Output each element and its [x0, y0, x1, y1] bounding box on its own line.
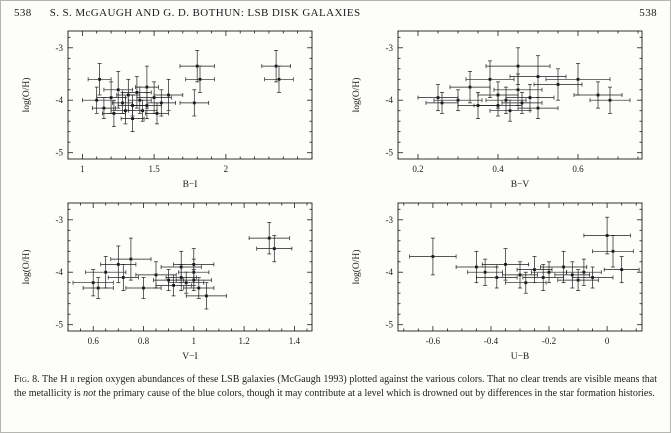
- ub-scatter-plot: -0.6 -0.4 -0.2 0 -5 -4 -3 U−B log(O/H): [351, 202, 642, 362]
- svg-text:-0.4: -0.4: [483, 336, 498, 346]
- svg-text:B−V: B−V: [510, 180, 529, 190]
- bi-scatter-plot: 1 1.5 2 -5 -4 -3 B−I log(O/H): [21, 30, 312, 190]
- running-head-title: S. S. McGAUGH AND G. D. BOTHUN: LSB DISK…: [49, 7, 361, 19]
- svg-text:0.6: 0.6: [572, 164, 584, 174]
- svg-text:-3: -3: [55, 43, 63, 53]
- figure-panel-vi: 0.6 0.8 1 1.2 1.4 -5 -4 -3 V−I log(O/H): [6, 195, 336, 363]
- svg-text:1.4: 1.4: [288, 336, 300, 346]
- running-head: 538 S. S. McGAUGH AND G. D. BOTHUN: LSB …: [0, 0, 671, 19]
- svg-text:log(O/H): log(O/H): [351, 78, 362, 113]
- caption-text-1: The H: [39, 374, 71, 385]
- page-number-left: 538: [14, 7, 32, 19]
- bv-scatter-plot: 0.2 0.4 0.6 -5 -4 -3 B−V log(O/H): [351, 30, 642, 190]
- svg-text:0.2: 0.2: [412, 164, 423, 174]
- svg-text:1: 1: [80, 164, 85, 174]
- svg-text:-4: -4: [385, 267, 393, 277]
- svg-text:-4: -4: [55, 267, 63, 277]
- svg-text:log(O/H): log(O/H): [21, 78, 32, 113]
- svg-text:1.5: 1.5: [148, 164, 160, 174]
- svg-text:log(O/H): log(O/H): [351, 250, 362, 285]
- svg-text:-5: -5: [55, 320, 63, 330]
- svg-text:-0.6: -0.6: [425, 336, 440, 346]
- figure-panel-ub: -0.6 -0.4 -0.2 0 -5 -4 -3 U−B log(O/H): [336, 195, 666, 363]
- caption-text-2: region oxygen abundances of these LSB ga…: [14, 374, 658, 400]
- svg-text:0.6: 0.6: [87, 336, 99, 346]
- svg-text:-5: -5: [385, 148, 393, 158]
- vi-scatter-plot: 0.6 0.8 1 1.2 1.4 -5 -4 -3 V−I log(O/H): [21, 202, 312, 362]
- svg-text:1.2: 1.2: [238, 336, 249, 346]
- figure-grid: 1 1.5 2 -5 -4 -3 B−I log(O/H) 0.2 0.4 0.6 -5 -4 -3 B−…: [0, 23, 671, 363]
- svg-text:-5: -5: [385, 320, 393, 330]
- svg-text:-5: -5: [55, 148, 63, 158]
- svg-text:0: 0: [604, 336, 609, 346]
- svg-text:U−B: U−B: [510, 352, 529, 362]
- svg-text:-4: -4: [55, 95, 63, 105]
- svg-text:2: 2: [223, 164, 228, 174]
- caption-fig-label: Fig. 8.: [14, 374, 40, 385]
- svg-text:-4: -4: [385, 95, 393, 105]
- svg-text:-3: -3: [385, 215, 393, 225]
- svg-text:1: 1: [191, 336, 196, 346]
- figure-panel-bi: 1 1.5 2 -5 -4 -3 B−I log(O/H): [6, 23, 336, 191]
- caption-hii: ii: [70, 374, 75, 385]
- svg-text:-3: -3: [385, 43, 393, 53]
- figure-caption: Fig. 8. The H ii region oxygen abundance…: [14, 373, 657, 401]
- svg-text:log(O/H): log(O/H): [21, 250, 32, 285]
- page-number-right: 538: [639, 7, 657, 19]
- svg-text:-0.2: -0.2: [541, 336, 555, 346]
- caption-italic-word: not: [83, 388, 96, 400]
- figure-panel-bv: 0.2 0.4 0.6 -5 -4 -3 B−V log(O/H): [336, 23, 666, 191]
- svg-text:-3: -3: [55, 215, 63, 225]
- svg-text:V−I: V−I: [182, 352, 197, 362]
- svg-text:0.4: 0.4: [492, 164, 504, 174]
- caption-text-3: the primary cause of the blue colors, th…: [95, 388, 655, 400]
- svg-text:B−I: B−I: [182, 180, 197, 190]
- svg-text:0.8: 0.8: [137, 336, 149, 346]
